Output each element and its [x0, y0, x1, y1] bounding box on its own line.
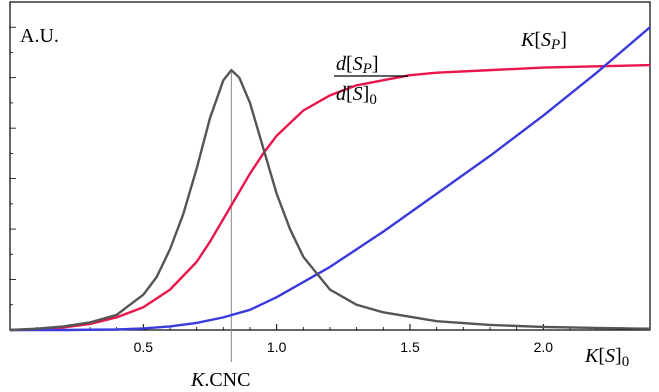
x-axis-label: K[S]0: [584, 345, 629, 370]
y-ticks: [10, 1, 16, 306]
x-tick-label: 1.0: [267, 339, 287, 355]
series-group: [9, 26, 651, 332]
x-tick-label: 1.5: [400, 339, 420, 355]
series-derivative-curve: [9, 63, 651, 332]
series-label-ksp: K[SP]: [520, 29, 567, 53]
series-label-derivative: d[SP] d[S]0: [334, 53, 408, 108]
svg-text:d[SP]: d[SP]: [336, 53, 379, 77]
series-peak-curve: [9, 68, 651, 332]
svg-text:d[S]0: d[S]0: [336, 83, 377, 108]
x-tick-label: 0.5: [134, 339, 154, 355]
series-ksp-curve: [10, 26, 651, 332]
y-axis-label: A.U.: [20, 25, 59, 47]
cnc-label: K.CNC: [190, 369, 250, 391]
x-tick-label: 2.0: [534, 339, 554, 355]
